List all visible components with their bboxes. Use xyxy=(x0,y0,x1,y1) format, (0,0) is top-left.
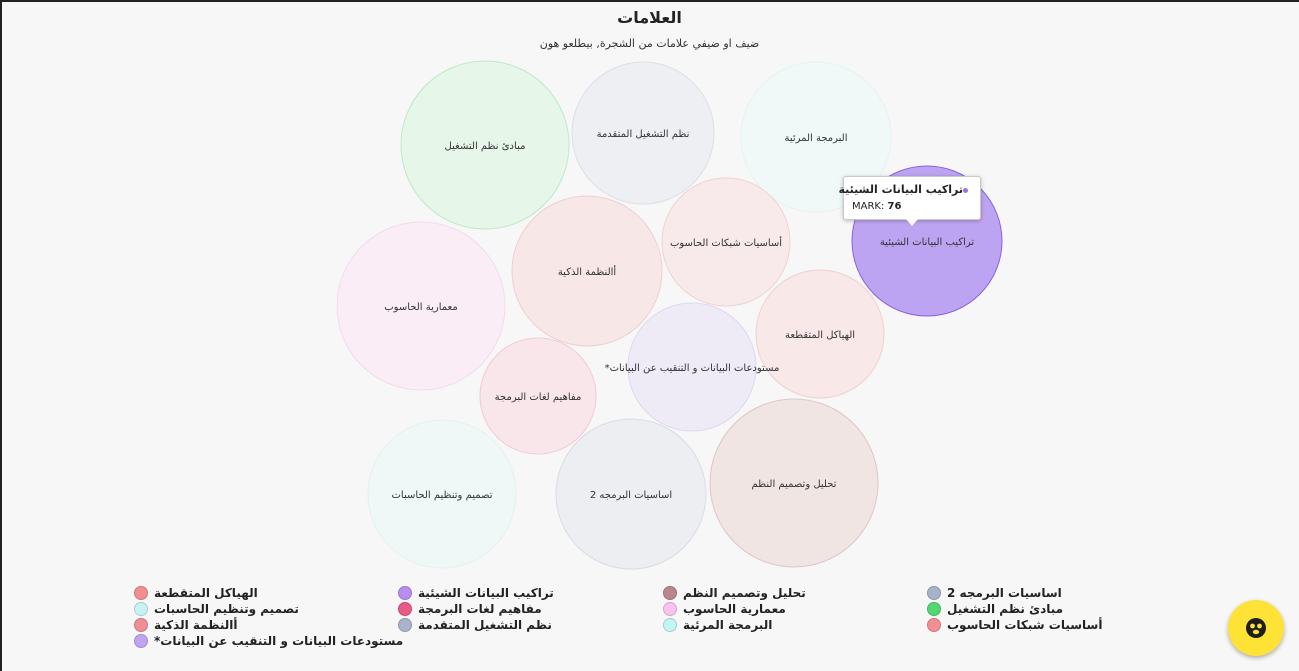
bubble[interactable]: نظم التشغيل المتقدمة xyxy=(571,61,715,205)
legend-swatch xyxy=(134,618,148,632)
tooltip-series-dot xyxy=(963,187,968,193)
bubble-circle[interactable] xyxy=(479,337,597,455)
legend-label: اساسيات البرمجه 2 xyxy=(947,586,1062,600)
bubble[interactable]: مستودعات البيانات و التنقيب عن البيانات* xyxy=(605,302,780,432)
chart-subtitle: ضيف او ضيفي علامات من الشجرة, بيطلعو هون xyxy=(539,37,760,50)
legend-swatch xyxy=(663,586,677,600)
tooltip-series-name: تراكيب البيانات الشيئية xyxy=(838,183,964,196)
legend-label: الهياكل المتقطعة xyxy=(154,586,258,600)
bubble-label: أساسيات شبكات الحاسوب xyxy=(670,236,782,249)
bubble-label: اساسيات البرمجه 2 xyxy=(590,490,672,501)
bubble-label: مبادئ نظم التشغيل xyxy=(445,141,526,152)
bubble-circle[interactable] xyxy=(367,419,517,569)
legend-swatch xyxy=(663,602,677,616)
bubble-label: مفاهيم لغات البرمجة xyxy=(495,392,582,403)
legend-swatch xyxy=(134,634,148,648)
bubble-circle[interactable] xyxy=(571,61,715,205)
legend-item[interactable]: مبادئ نظم التشغيل xyxy=(927,602,1063,616)
bubble-label: البرمجة المرئية xyxy=(785,133,848,144)
bubble[interactable]: مبادئ نظم التشغيل xyxy=(400,60,570,230)
tooltip-value: 76 xyxy=(887,201,902,212)
legend-label: مستودعات البيانات و التنقيب عن البيانات* xyxy=(154,634,404,648)
bubble-label: الهياكل المتقطعة xyxy=(785,330,855,341)
legend-item[interactable]: مستودعات البيانات و التنقيب عن البيانات* xyxy=(134,634,403,648)
bubble-label: معمارية الحاسوب xyxy=(384,302,457,313)
bubble-label: أالنظمة الذكية xyxy=(558,265,617,278)
chart-title: العلامات xyxy=(617,8,682,27)
legend-item[interactable]: معمارية الحاسوب xyxy=(663,602,786,616)
legend-item[interactable]: الهياكل المتقطعة xyxy=(134,586,258,600)
bubble-circle[interactable] xyxy=(740,61,892,213)
tooltip-value-label: MARK: xyxy=(852,201,885,212)
chart-header: العلامات ضيف او ضيفي علامات من الشجرة, ب… xyxy=(0,8,1299,50)
legend-swatch xyxy=(134,602,148,616)
bubble[interactable]: أالنظمة الذكية xyxy=(511,195,663,347)
bubble-circle[interactable] xyxy=(661,177,791,307)
bubble[interactable]: البرمجة المرئية xyxy=(740,61,892,213)
bubble-circle[interactable] xyxy=(627,302,757,432)
legend-label: نظم التشغيل المتقدمة xyxy=(418,618,552,632)
legend-item[interactable]: تصميم وتنظيم الحاسبات xyxy=(134,602,299,616)
bubble[interactable]: اساسيات البرمجه 2 xyxy=(555,418,707,570)
legend-item[interactable]: البرمجة المرئية xyxy=(663,618,772,632)
legend-label: البرمجة المرئية xyxy=(683,618,773,632)
legend-swatch xyxy=(398,602,412,616)
legend-item[interactable]: أالنظمة الذكية xyxy=(134,618,238,632)
legend-label: تحليل وتصميم النظم xyxy=(683,586,806,600)
legend-label: أالنظمة الذكية xyxy=(154,618,238,632)
bubble-circle[interactable] xyxy=(709,398,879,568)
chart-legend: الهياكل المتقطعة تصميم وتنظيم الحاسبات أال… xyxy=(0,586,1299,656)
legend-swatch xyxy=(398,586,412,600)
bubble[interactable]: معمارية الحاسوب xyxy=(336,221,506,391)
legend-item[interactable]: تحليل وتصميم النظم xyxy=(663,586,806,600)
legend-item[interactable]: مفاهيم لغات البرمجة xyxy=(398,602,542,616)
legend-label: مبادئ نظم التشغيل xyxy=(947,602,1064,616)
legend-label: أساسيات شبكات الحاسوب xyxy=(947,618,1103,632)
legend-swatch xyxy=(927,602,941,616)
window-top-border xyxy=(0,0,1299,2)
bubble-circle[interactable] xyxy=(755,269,885,399)
legend-swatch xyxy=(398,618,412,632)
bubble[interactable]: أساسيات شبكات الحاسوب xyxy=(661,177,791,307)
legend-label: معمارية الحاسوب xyxy=(683,602,786,616)
chart-tooltip: تراكيب البيانات الشيئية MARK: 76 xyxy=(839,176,981,226)
bubble[interactable]: مفاهيم لغات البرمجة xyxy=(479,337,597,455)
window-left-border xyxy=(0,0,2,671)
bubble-circle[interactable] xyxy=(555,418,707,570)
legend-label: مفاهيم لغات البرمجة xyxy=(418,602,542,616)
assistant-fab-button[interactable] xyxy=(1228,600,1284,656)
bubble-label: تحليل وتصميم النظم xyxy=(752,479,837,490)
bubble[interactable]: الهياكل المتقطعة xyxy=(755,269,885,399)
legend-item[interactable]: اساسيات البرمجه 2 xyxy=(927,586,1062,600)
legend-swatch xyxy=(134,586,148,600)
legend-item[interactable]: تراكيب البيانات الشيئية xyxy=(398,586,554,600)
bubble-label: نظم التشغيل المتقدمة xyxy=(597,129,690,140)
legend-item[interactable]: أساسيات شبكات الحاسوب xyxy=(927,618,1102,632)
bubble[interactable]: تصميم وتنظيم الحاسبات xyxy=(367,419,517,569)
bubble[interactable]: تحليل وتصميم النظم xyxy=(709,398,879,568)
legend-label: تراكيب البيانات الشيئية xyxy=(418,586,554,600)
tooltip-value-row: MARK: 76 xyxy=(852,201,972,212)
legend-swatch xyxy=(927,618,941,632)
bear-face-icon xyxy=(1246,618,1266,638)
bubble-label: مستودعات البيانات و التنقيب عن البيانات* xyxy=(605,363,780,374)
bubble-circle[interactable] xyxy=(400,60,570,230)
bubble-label: تراكيب البيانات الشيئية xyxy=(880,237,975,248)
legend-swatch xyxy=(663,618,677,632)
legend-label: تصميم وتنظيم الحاسبات xyxy=(154,602,299,616)
bubble-circle[interactable] xyxy=(511,195,663,347)
bubble-label: تصميم وتنظيم الحاسبات xyxy=(392,490,493,501)
legend-swatch xyxy=(927,586,941,600)
tooltip-title: تراكيب البيانات الشيئية xyxy=(839,183,972,196)
legend-item[interactable]: نظم التشغيل المتقدمة xyxy=(398,618,552,632)
bubble-circle[interactable] xyxy=(336,221,506,391)
